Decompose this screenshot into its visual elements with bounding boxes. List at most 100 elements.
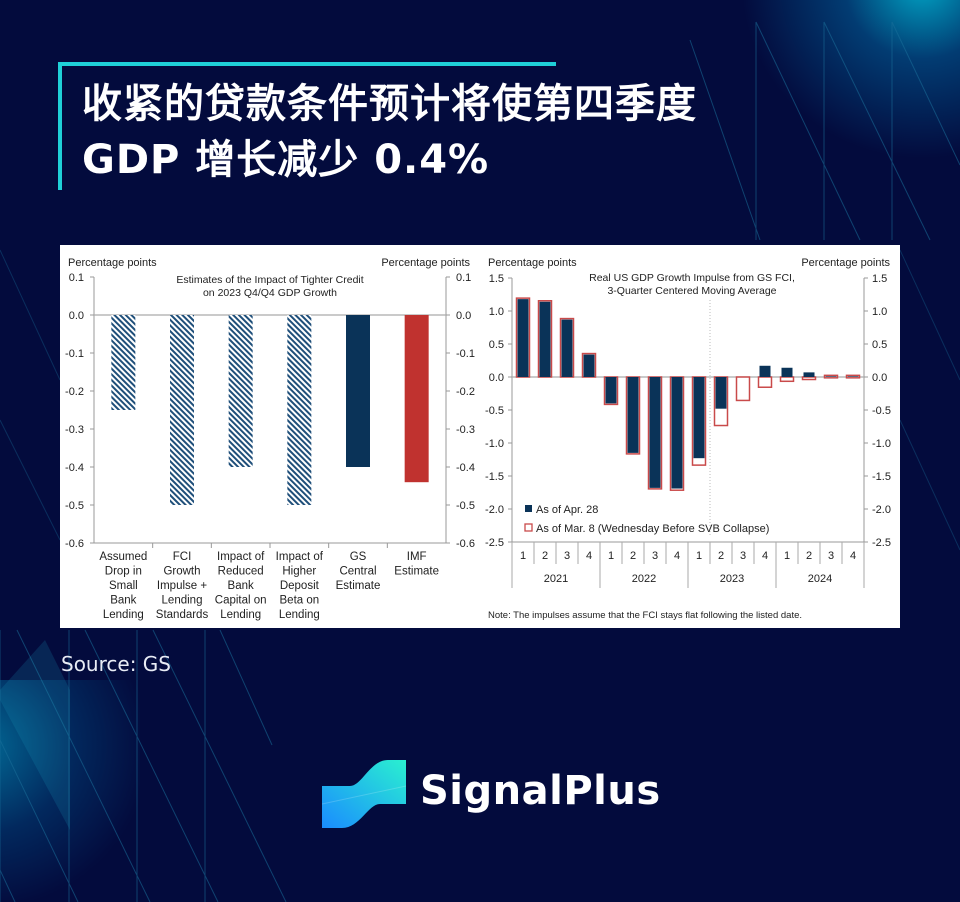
y-tick-right: -0.5 (456, 500, 475, 512)
chart-title-line-2: on 2023 Q4/Q4 GDP Growth (203, 287, 337, 299)
year-label: 2022 (632, 573, 656, 585)
chart-right-gdp-impulse: Percentage points Percentage points Real U… (485, 257, 891, 621)
y-tick-right: 1.0 (872, 306, 887, 318)
chart-title-line-1: Real US GDP Growth Impulse from GS FCI, (589, 272, 795, 284)
right-axis-unit-label: Percentage points (801, 257, 890, 269)
y-tick-right: -0.3 (456, 424, 475, 436)
category-label: Impact of (217, 551, 265, 563)
category-label: Impulse + (157, 580, 207, 592)
category-label: Bank (110, 595, 136, 607)
category-label: FCI (173, 551, 192, 563)
bar-apr28 (693, 377, 705, 459)
quarter-label: 2 (806, 550, 812, 562)
category-label: Lending (162, 595, 203, 607)
y-tick-left: -1.0 (485, 438, 504, 450)
bar (346, 315, 370, 467)
y-tick-right: -1.0 (872, 438, 891, 450)
quarter-label: 4 (586, 550, 592, 562)
source-note: Source: GS (61, 652, 171, 676)
y-tick-left: 0.1 (69, 272, 84, 284)
year-label: 2024 (808, 573, 832, 585)
category-label: Capital on (215, 595, 267, 607)
bar-apr28 (649, 377, 661, 488)
bar-apr28 (759, 365, 771, 377)
y-tick-right: 1.5 (872, 273, 887, 285)
y-tick-left: 0.0 (69, 310, 84, 322)
quarter-label: 3 (564, 550, 570, 562)
category-label: Drop in (105, 566, 142, 578)
bar-apr28 (715, 377, 727, 409)
y-tick-left: -0.5 (485, 405, 504, 417)
quarter-label: 4 (674, 550, 680, 562)
charts-svg: Percentage points Percentage points Estima… (65, 257, 891, 621)
category-label: Assumed (99, 551, 147, 563)
category-label: Lending (220, 609, 261, 621)
legend-swatch-mar8 (524, 523, 533, 532)
bar (111, 315, 136, 410)
brand-name: SignalPlus (420, 768, 661, 814)
bar-apr28 (825, 376, 837, 377)
year-label: 2023 (720, 573, 744, 585)
category-label: Standards (156, 609, 209, 621)
category-label: Impact of (276, 551, 324, 563)
y-tick-left: -1.5 (485, 471, 504, 483)
page-title: 收紧的贷款条件预计将使第四季度 GDP 增长减少 0.4% (82, 76, 697, 188)
bar-mar8 (779, 376, 795, 383)
y-tick-left: -0.2 (65, 386, 84, 398)
category-label: Beta on (280, 595, 320, 607)
category-label: Lending (279, 609, 320, 621)
y-tick-right: 0.5 (872, 339, 887, 351)
quarter-label: 4 (762, 550, 768, 562)
y-tick-left: 0.0 (489, 372, 504, 384)
y-tick-left: 1.5 (489, 273, 504, 285)
category-label: GS (350, 551, 367, 563)
quarter-label: 3 (828, 550, 834, 562)
y-tick-left: -2.0 (485, 504, 504, 516)
right-axis-unit-label: Percentage points (381, 257, 470, 269)
title-accent-frame (58, 62, 556, 190)
y-tick-right: -0.2 (456, 386, 475, 398)
y-tick-left: 0.5 (489, 339, 504, 351)
category-label: Higher (282, 566, 316, 578)
y-tick-right: -0.1 (456, 348, 475, 360)
title-line-2: GDP 增长减少 0.4% (82, 137, 490, 183)
title-line-1: 收紧的贷款条件预计将使第四季度 (82, 81, 697, 127)
y-tick-right: -0.4 (456, 462, 475, 474)
bar-apr28 (803, 372, 815, 377)
bar-mar8 (735, 376, 751, 402)
chart-title-line-1: Estimates of the Impact of Tighter Credi… (176, 274, 363, 286)
quarter-label: 1 (696, 550, 702, 562)
y-tick-right: -1.5 (872, 471, 891, 483)
quarter-label: 2 (718, 550, 724, 562)
category-label: Lending (103, 609, 144, 621)
quarter-label: 1 (608, 550, 614, 562)
background-glow-bottom-left (0, 680, 140, 900)
category-label: Bank (228, 580, 254, 592)
bar-apr28 (671, 377, 683, 489)
bar (170, 315, 194, 505)
bar (287, 315, 312, 505)
category-label: Estimate (394, 566, 439, 578)
bar-apr28 (781, 367, 793, 377)
bar-apr28 (627, 377, 639, 453)
legend-swatch-apr28 (525, 505, 532, 512)
legend-label-apr28: As of Apr. 28 (536, 504, 598, 516)
bar-apr28 (583, 354, 595, 377)
category-label: Reduced (218, 566, 264, 578)
y-tick-right: 0.1 (456, 272, 471, 284)
quarter-label: 4 (850, 550, 856, 562)
bar-apr28 (517, 299, 529, 377)
y-tick-right: -0.6 (456, 538, 475, 550)
bar-mar8 (757, 376, 773, 388)
y-tick-right: 0.0 (456, 310, 471, 322)
y-tick-left: -2.5 (485, 537, 504, 549)
category-label: Growth (163, 566, 200, 578)
category-label: Small (109, 580, 138, 592)
y-tick-left: -0.6 (65, 538, 84, 550)
y-tick-left: -0.1 (65, 348, 84, 360)
quarter-label: 3 (740, 550, 746, 562)
chart-title-line-2: 3-Quarter Centered Moving Average (607, 285, 776, 297)
chart-left-credit-impact: Percentage points Percentage points Estima… (65, 257, 475, 621)
legend-label-mar8: As of Mar. 8 (Wednesday Before SVB Colla… (536, 523, 769, 535)
